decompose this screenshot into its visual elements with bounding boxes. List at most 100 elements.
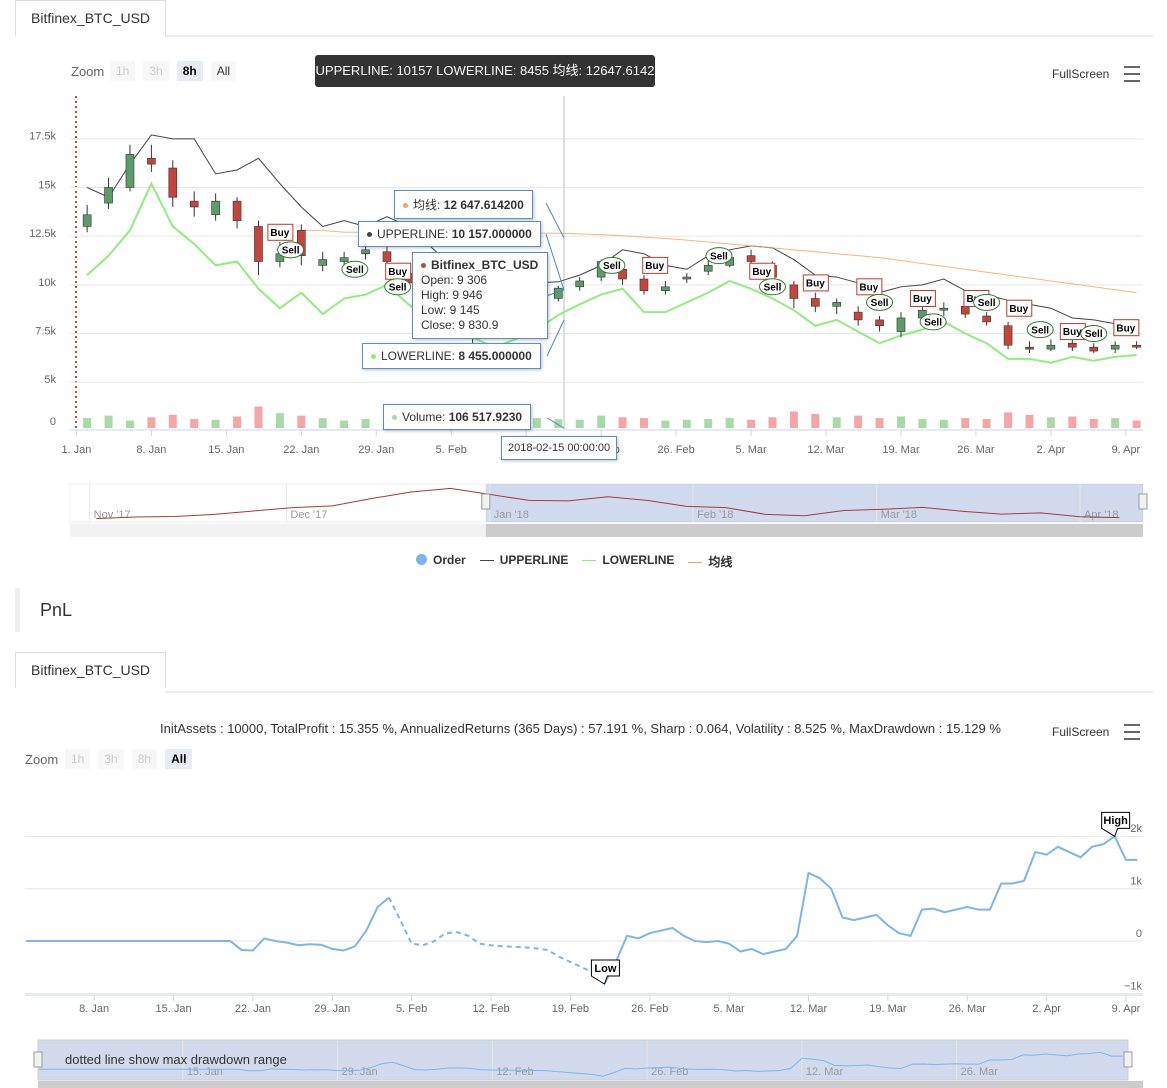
candle-body [832, 302, 842, 307]
volume-bar [554, 419, 563, 428]
order-label: Sell [764, 282, 782, 293]
tooltip-date: 2018-02-15 00:00:00 [501, 436, 618, 460]
volume-bar [1068, 416, 1077, 428]
navigator-label: Feb '18 [697, 509, 733, 521]
zoom-button[interactable]: 3h [98, 749, 124, 769]
volume-bar [125, 420, 134, 428]
legend-label: 均线 [708, 555, 733, 569]
zoom-button[interactable]: All [165, 749, 193, 769]
menu[interactable] [1124, 66, 1140, 82]
order-label: Sell [389, 282, 407, 293]
zoom-button[interactable]: 8h [176, 61, 203, 81]
x-tick-label: 5. Feb [396, 1003, 427, 1015]
order-label: Buy [752, 267, 771, 278]
volume-bar [1111, 418, 1120, 428]
candle-body [125, 154, 135, 188]
zoom-button[interactable]: 8h [131, 749, 158, 769]
tab[interactable]: Bitfinex_BTC_USD [15, 0, 167, 36]
tooltip-dot [371, 354, 376, 360]
legend-symbol [416, 554, 427, 565]
section-bar [15, 588, 20, 632]
volume-bar [83, 418, 92, 428]
volume-bar [832, 417, 841, 428]
zoom-button[interactable]: 1h [65, 749, 91, 769]
x-tick-label: 19. Mar [882, 444, 920, 456]
x-tick-label: 26. Mar [957, 444, 995, 456]
navigator-handle [1138, 493, 1148, 510]
volume-bar [340, 420, 349, 428]
order-flag [866, 293, 894, 311]
legend-item[interactable]: Order [416, 553, 466, 570]
order-label: Sell [346, 265, 364, 276]
legend-item[interactable]: 均线 [688, 553, 732, 570]
tooltip-ma: 均线: 12 647.614200 [394, 190, 533, 219]
volume-bar [1132, 420, 1141, 428]
y-tick-label: 7.5k [35, 325, 56, 337]
candle-body [1132, 344, 1141, 348]
candle-body [104, 187, 113, 204]
drawdown-line [388, 897, 606, 985]
order-label: Sell [282, 245, 300, 256]
navigator-label: 26. Feb [651, 1066, 688, 1078]
order-flag [1113, 319, 1140, 337]
pnl-line [26, 896, 390, 952]
candle-body [1003, 325, 1013, 346]
zoom-button[interactable]: All [210, 61, 237, 81]
order-label: Buy [1116, 323, 1135, 334]
zoom-label: Zoom [25, 752, 59, 767]
fullscreen[interactable]: FullScreen [1052, 725, 1110, 739]
volume-bar [532, 418, 541, 428]
candle-body [789, 284, 799, 299]
legend-item[interactable]: LOWERLINE [582, 553, 674, 570]
x-tick-label: 12. Mar [790, 1003, 828, 1015]
order-flag [758, 278, 786, 296]
legend-label: UPPERLINE [499, 553, 569, 567]
x-tick-label: 29. Jan [314, 1003, 350, 1015]
zoom-button[interactable]: 3h [143, 61, 169, 81]
legend-item[interactable]: UPPERLINE [479, 553, 569, 570]
order-flag [598, 256, 626, 274]
order-label: Sell [710, 251, 728, 262]
volume-bar [361, 418, 370, 428]
y-tick-label: 0 [1136, 928, 1142, 940]
tooltip-dot [421, 263, 426, 269]
candle-body [189, 200, 199, 208]
order-flag [1006, 299, 1033, 317]
volume-bar [896, 416, 905, 428]
order-flag [384, 278, 412, 296]
candle-body [939, 307, 949, 311]
tooltip-dot [367, 232, 372, 238]
zoom-label: Zoom [71, 64, 105, 79]
volume-bar [147, 417, 156, 428]
menu[interactable] [1124, 724, 1140, 740]
order-flag [642, 256, 669, 274]
order-label: Sell [603, 261, 621, 272]
candle-body [639, 278, 649, 292]
volume-bar [811, 413, 820, 428]
volume-bar [961, 418, 970, 428]
tooltip-dot [392, 415, 397, 421]
order-flag [909, 289, 936, 307]
volume-bar [725, 418, 734, 428]
x-tick-label: 12. Feb [472, 1003, 509, 1015]
navigator-label: 29. Jan [342, 1066, 378, 1078]
order-label: Buy [1063, 327, 1082, 338]
tab[interactable]: Bitfinex_BTC_USD [15, 652, 167, 688]
fullscreen[interactable]: FullScreen [1052, 67, 1110, 81]
x-tick-label: 8. Jan [136, 444, 166, 456]
flag-label: High [1103, 815, 1128, 827]
candle-body [960, 305, 970, 315]
volume-bar [1004, 412, 1013, 428]
navigator-line [39, 1051, 1123, 1077]
candle-body [1068, 342, 1077, 348]
candle-body [746, 255, 756, 262]
subtitle: InitAssets : 10000, TotalProfit : 15.355… [160, 721, 1001, 736]
order-flag [1080, 325, 1108, 343]
navigator-range [485, 484, 1143, 522]
y-tick-label: 1k [1130, 876, 1142, 888]
zoom-button[interactable]: 1h [110, 61, 136, 81]
order-label: Sell [978, 298, 996, 309]
candle-body [703, 265, 713, 272]
legend-symbol [582, 560, 597, 561]
